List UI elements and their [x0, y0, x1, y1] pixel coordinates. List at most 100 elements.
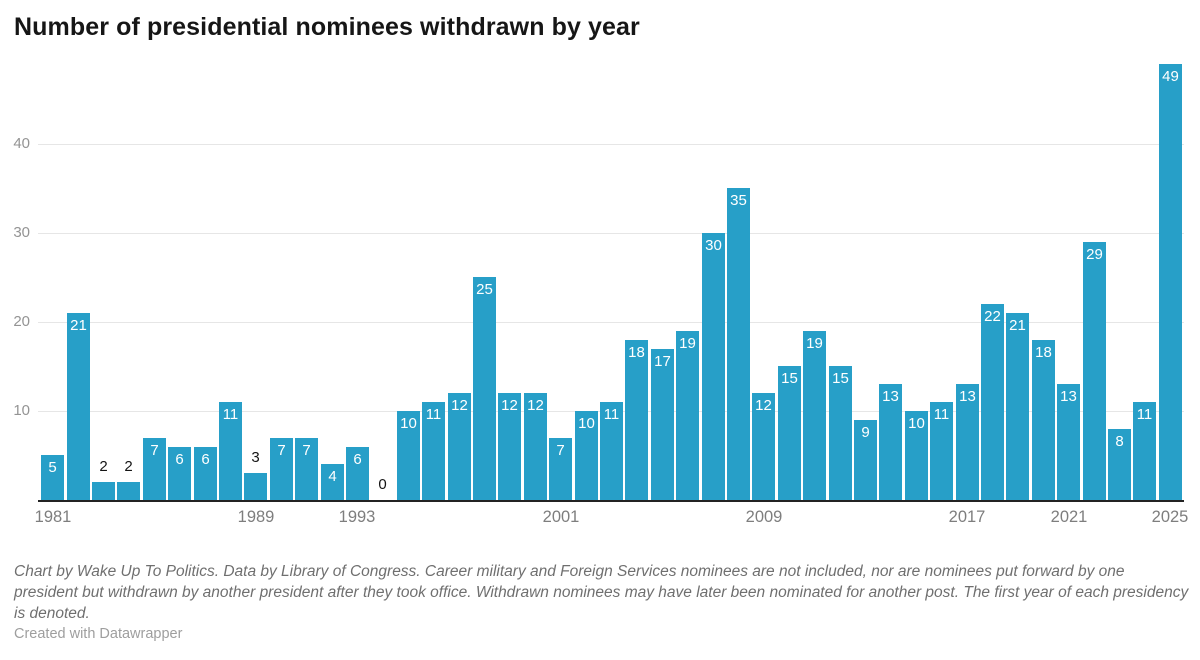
- y-gridline: [38, 144, 1184, 145]
- bar: [930, 402, 953, 500]
- bar: [727, 188, 750, 500]
- bar: [854, 420, 877, 500]
- bar: [1108, 429, 1131, 500]
- bar-value-label: 6: [201, 451, 210, 468]
- bar-value-label: 2: [124, 458, 133, 475]
- bar: [524, 393, 547, 500]
- bar-value-label: 25: [476, 281, 493, 298]
- bar-value-label: 11: [1136, 406, 1153, 423]
- bar-value-label: 3: [251, 449, 260, 466]
- x-axis-tick-label: 2009: [745, 508, 783, 526]
- y-gridline: [38, 233, 1184, 234]
- bar: [397, 411, 420, 500]
- bar: [803, 331, 826, 500]
- chart-notes: Chart by Wake Up To Politics. Data by Li…: [14, 563, 1189, 622]
- bar-value-label: 13: [1060, 388, 1077, 405]
- bar-value-label: 7: [277, 442, 286, 459]
- y-axis-tick-label: 20: [13, 313, 30, 330]
- x-axis-tick-label: 2021: [1050, 508, 1088, 526]
- x-axis-tick-label: 1989: [237, 508, 275, 526]
- bar: [1032, 340, 1055, 500]
- bar: [92, 482, 115, 500]
- chart-title: Number of presidential nominees withdraw…: [14, 13, 640, 41]
- bar-value-label: 4: [328, 468, 337, 485]
- bar-value-label: 10: [578, 415, 595, 432]
- x-axis-tick-label: 2017: [948, 508, 986, 526]
- bar: [1159, 64, 1182, 500]
- y-axis-tick-label: 30: [13, 224, 30, 241]
- bar: [1083, 242, 1106, 500]
- y-axis-tick-label: 10: [13, 402, 30, 419]
- bar-value-label: 15: [781, 370, 798, 387]
- bar: [194, 447, 217, 500]
- bar: [422, 402, 445, 500]
- bar-value-label: 12: [451, 397, 468, 414]
- bar: [1133, 402, 1156, 500]
- bar-value-label: 35: [730, 192, 747, 209]
- bar-value-label: 6: [353, 451, 362, 468]
- bar-value-label: 0: [378, 476, 387, 493]
- bar: [244, 473, 267, 500]
- bar: [676, 331, 699, 500]
- bar-value-label: 11: [933, 406, 950, 423]
- bar-value-label: 12: [755, 397, 772, 414]
- bar-value-label: 8: [1115, 433, 1124, 450]
- bar-value-label: 21: [70, 317, 87, 334]
- bar: [117, 482, 140, 500]
- bar-value-label: 22: [984, 308, 1001, 325]
- bar-value-label: 2: [99, 458, 108, 475]
- bar: [168, 447, 191, 500]
- x-axis-tick-label: 1993: [338, 508, 376, 526]
- bar-value-label: 49: [1162, 68, 1179, 85]
- bar: [67, 313, 90, 500]
- x-axis-tick-label: 2025: [1151, 508, 1189, 526]
- bar-value-label: 7: [302, 442, 311, 459]
- bar-value-label: 18: [628, 344, 645, 361]
- bar-value-label: 11: [603, 406, 620, 423]
- bar-value-label: 7: [150, 442, 159, 459]
- bar: [829, 366, 852, 500]
- bar: [905, 411, 928, 500]
- bar-value-label: 9: [861, 424, 870, 441]
- bar-value-label: 7: [556, 442, 565, 459]
- bar: [346, 447, 369, 500]
- bar: [651, 349, 674, 500]
- bar: [956, 384, 979, 500]
- x-axis-tick-label: 2001: [542, 508, 580, 526]
- bar: [295, 438, 318, 500]
- bar: [498, 393, 521, 500]
- bar: [752, 393, 775, 500]
- x-axis-tick-label: 1981: [34, 508, 72, 526]
- bar: [575, 411, 598, 500]
- bar-value-label: 19: [806, 335, 823, 352]
- bar: [219, 402, 242, 500]
- bar: [981, 304, 1004, 500]
- bar-value-label: 13: [882, 388, 899, 405]
- bar: [41, 455, 64, 500]
- bar-value-label: 17: [654, 353, 671, 370]
- bar-value-label: 5: [48, 459, 57, 476]
- bar: [625, 340, 648, 500]
- bar-value-label: 10: [908, 415, 925, 432]
- bar-value-label: 15: [832, 370, 849, 387]
- y-gridline: [38, 322, 1184, 323]
- bar: [549, 438, 572, 500]
- y-axis-tick-label: 40: [13, 135, 30, 152]
- datawrapper-credit: Created with Datawrapper: [14, 626, 183, 642]
- bar-value-label: 11: [222, 406, 239, 423]
- bar-value-label: 12: [501, 397, 518, 414]
- bar: [702, 233, 725, 500]
- bar: [600, 402, 623, 500]
- bar-value-label: 12: [527, 397, 544, 414]
- bar-value-label: 13: [959, 388, 976, 405]
- bar: [321, 464, 344, 500]
- bar-value-label: 10: [400, 415, 417, 432]
- bar-value-label: 29: [1086, 246, 1103, 263]
- bar: [778, 366, 801, 500]
- bar: [143, 438, 166, 500]
- bar-value-label: 19: [679, 335, 696, 352]
- bar: [1006, 313, 1029, 500]
- bar: [473, 277, 496, 500]
